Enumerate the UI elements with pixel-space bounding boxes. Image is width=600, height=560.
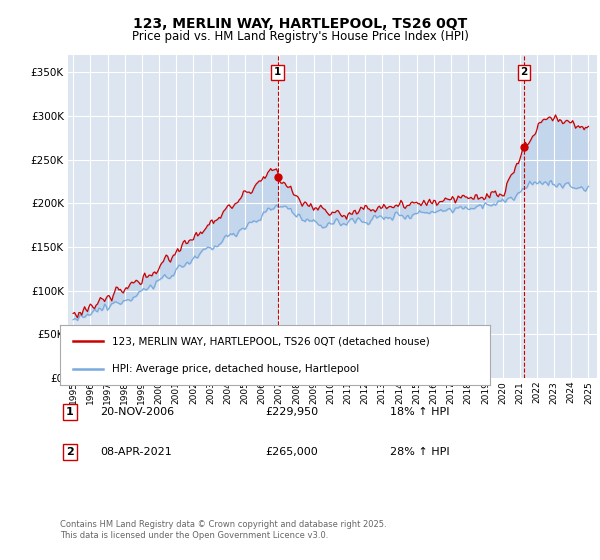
Text: 18% ↑ HPI: 18% ↑ HPI: [390, 407, 449, 417]
Text: 08-APR-2021: 08-APR-2021: [100, 447, 172, 457]
Text: 2: 2: [66, 447, 74, 457]
Text: 1: 1: [274, 67, 281, 77]
Text: 28% ↑ HPI: 28% ↑ HPI: [390, 447, 449, 457]
Text: £229,950: £229,950: [265, 407, 318, 417]
Text: 2: 2: [520, 67, 527, 77]
Text: 123, MERLIN WAY, HARTLEPOOL, TS26 0QT: 123, MERLIN WAY, HARTLEPOOL, TS26 0QT: [133, 17, 467, 31]
Text: 123, MERLIN WAY, HARTLEPOOL, TS26 0QT (detached house): 123, MERLIN WAY, HARTLEPOOL, TS26 0QT (d…: [112, 336, 430, 346]
Text: HPI: Average price, detached house, Hartlepool: HPI: Average price, detached house, Hart…: [112, 364, 359, 374]
Text: Price paid vs. HM Land Registry's House Price Index (HPI): Price paid vs. HM Land Registry's House …: [131, 30, 469, 44]
Text: Contains HM Land Registry data © Crown copyright and database right 2025.
This d: Contains HM Land Registry data © Crown c…: [60, 520, 386, 540]
Text: £265,000: £265,000: [265, 447, 318, 457]
Text: 20-NOV-2006: 20-NOV-2006: [100, 407, 174, 417]
Text: 1: 1: [66, 407, 74, 417]
